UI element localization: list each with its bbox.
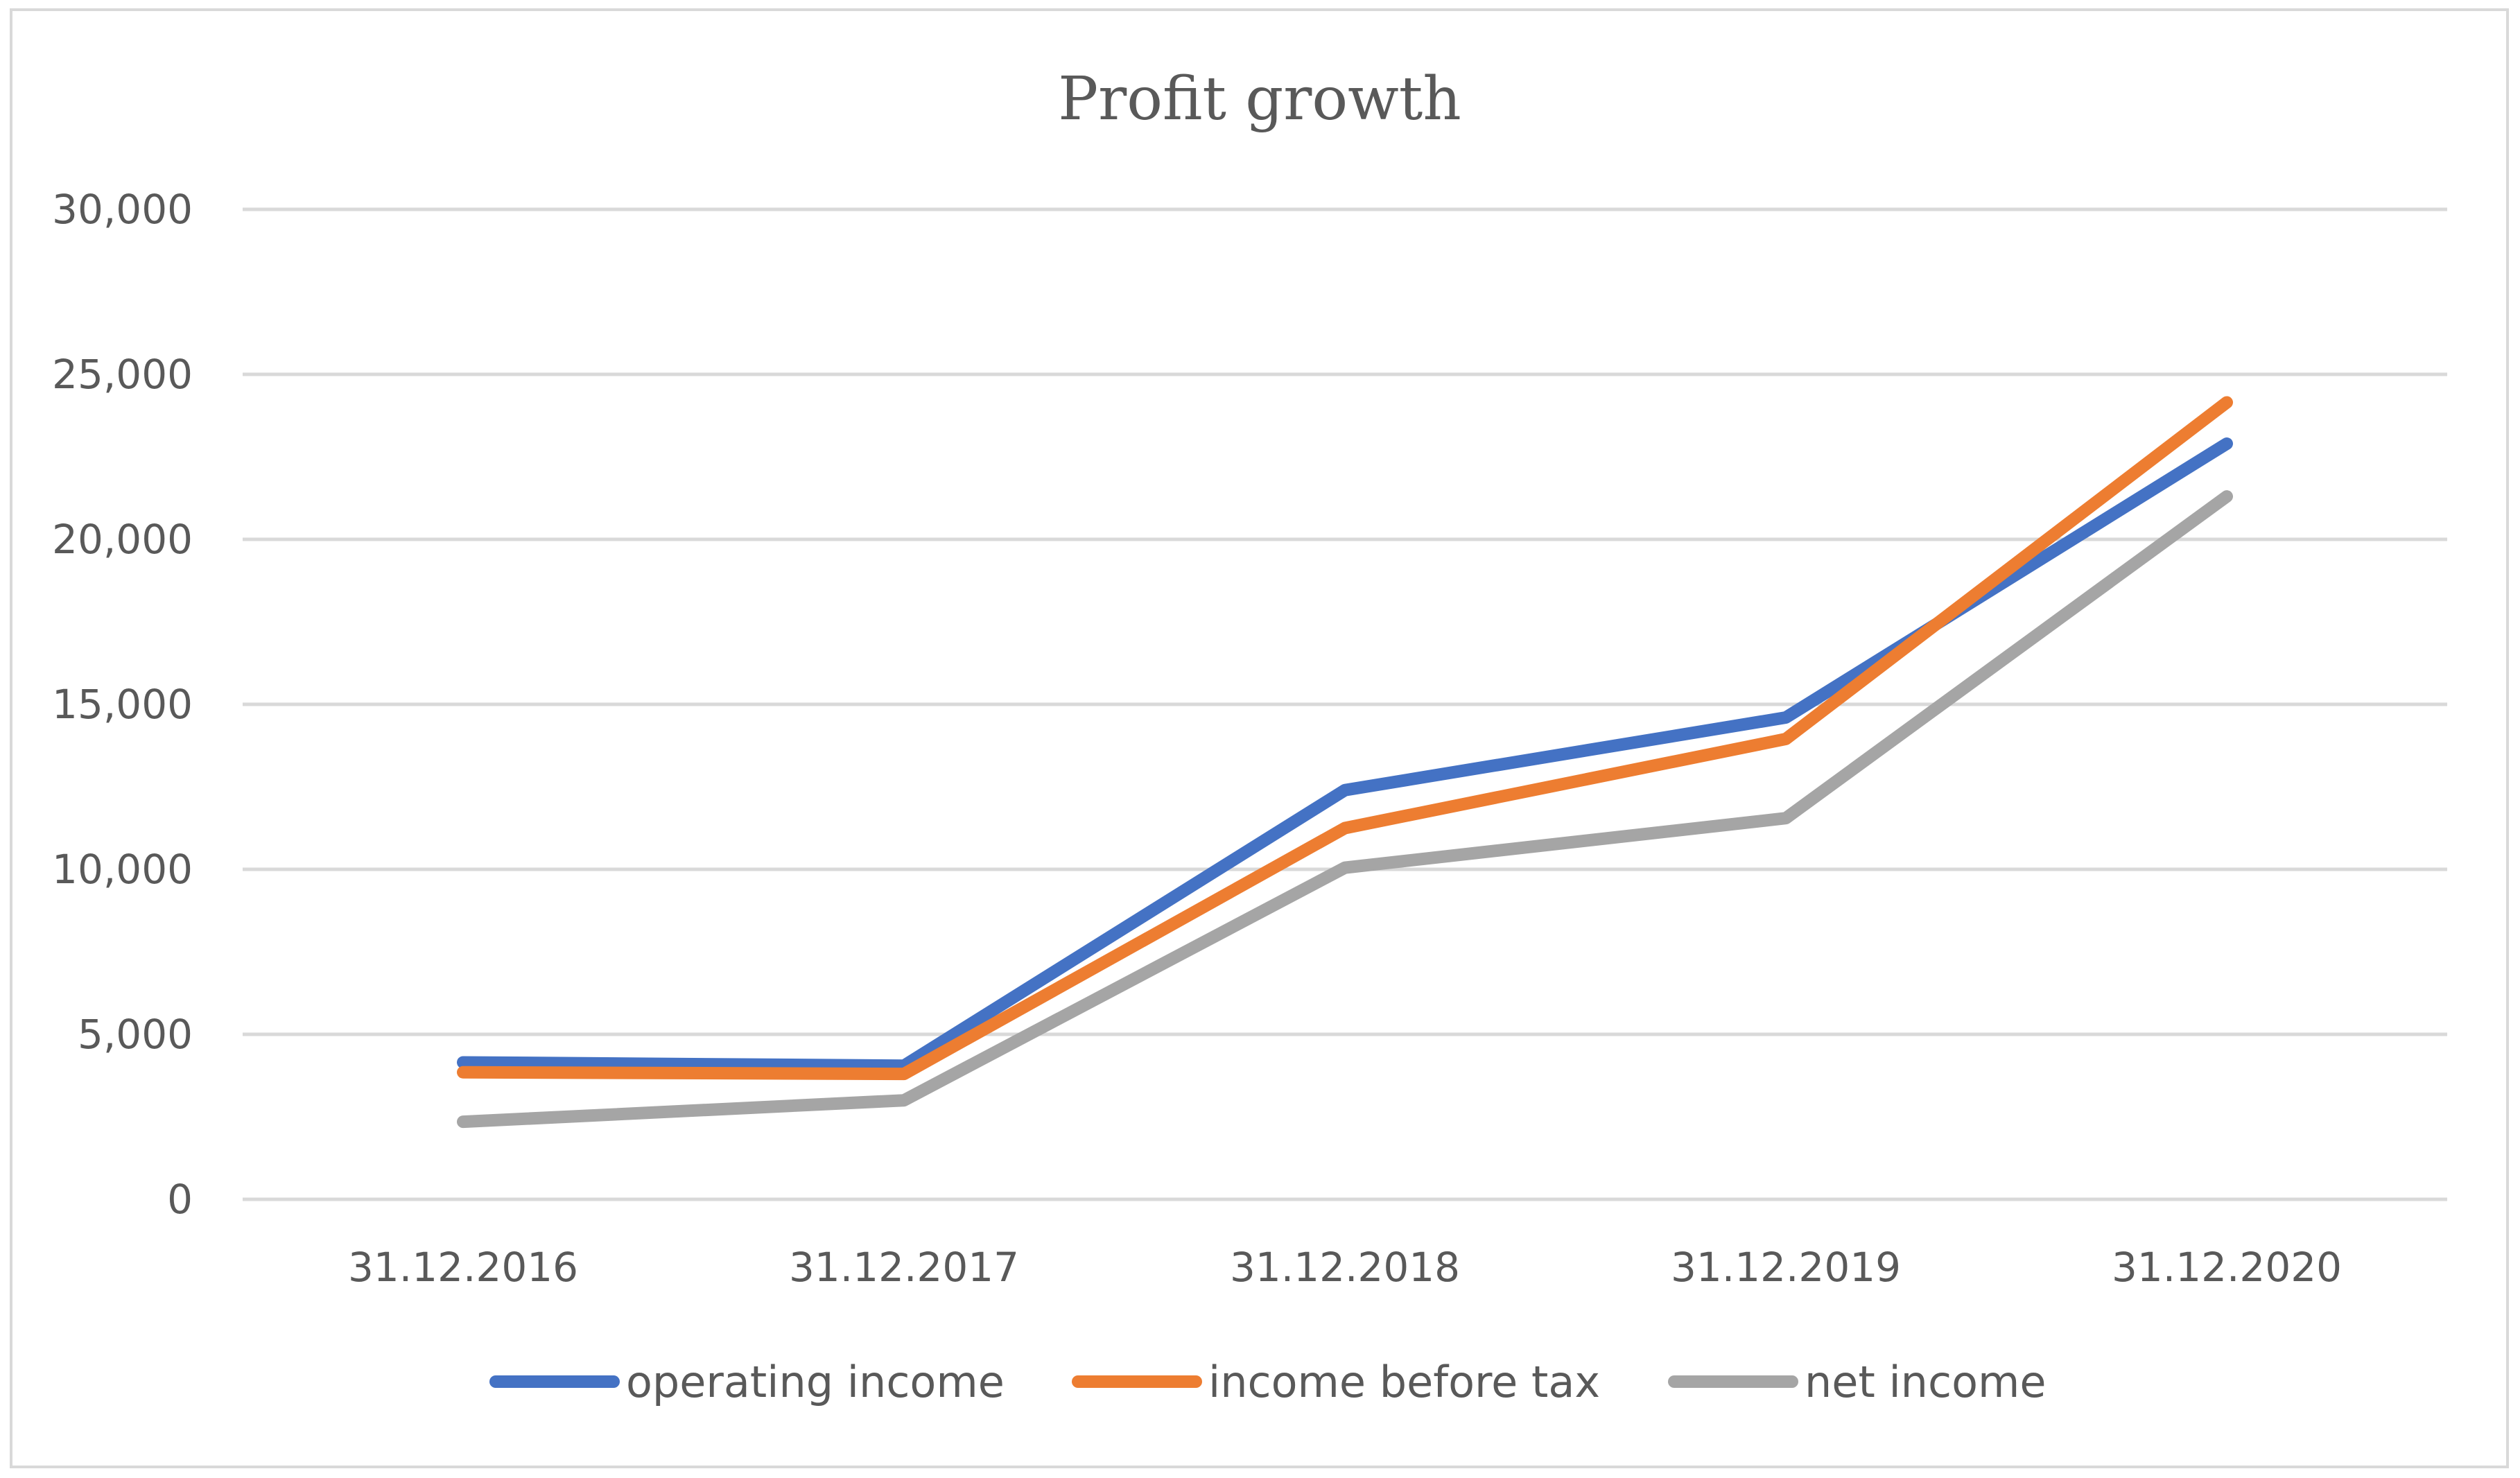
- y-tick-label: 25,000: [52, 351, 193, 398]
- x-tick-label: 31.12.2019: [1671, 1244, 1901, 1291]
- y-tick-label: 5,000: [78, 1011, 193, 1058]
- series-line-income-before-tax: [457, 396, 2233, 1081]
- y-tick-label: 30,000: [52, 186, 193, 233]
- x-tick-label: 31.12.2016: [348, 1244, 578, 1291]
- series-line-operating-income: [457, 437, 2233, 1072]
- legend-label-income-before-tax: income before tax: [1208, 1357, 1600, 1407]
- x-tick-label: 31.12.2017: [789, 1244, 1019, 1291]
- legend: operating income income before tax net inc…: [489, 1357, 2047, 1407]
- y-tick-label: 20,000: [52, 516, 193, 563]
- series-lines: [457, 396, 2233, 1129]
- x-tick-label: 31.12.2020: [2112, 1244, 2342, 1291]
- chart-title: Profit growth: [1058, 64, 1461, 134]
- y-tick-label: 15,000: [52, 681, 193, 728]
- legend-label-operating-income: operating income: [626, 1357, 1005, 1407]
- series-line-net-income: [457, 490, 2233, 1129]
- y-axis-tick-labels: 0 5,000 10,000 15,000 20,000 25,000 30,000: [52, 186, 193, 1223]
- y-tick-label: 0: [167, 1176, 193, 1223]
- legend-label-net-income: net income: [1805, 1357, 2047, 1407]
- y-tick-label: 10,000: [52, 846, 193, 893]
- gridlines: [243, 207, 2447, 1201]
- x-tick-label: 31.12.2018: [1230, 1244, 1460, 1291]
- chart-area: [10, 8, 2509, 1468]
- x-axis-tick-labels: 31.12.2016 31.12.2017 31.12.2018 31.12.2019…: [348, 1244, 2342, 1291]
